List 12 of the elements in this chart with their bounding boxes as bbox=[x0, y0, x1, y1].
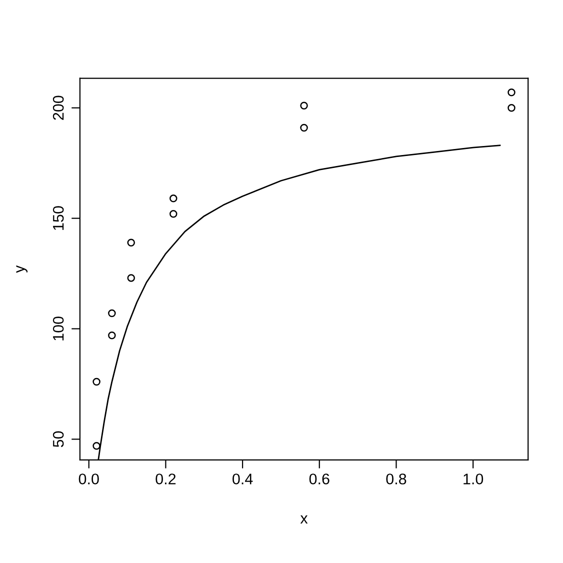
y-tick-label: 200 bbox=[52, 96, 64, 120]
y-axis-title: y bbox=[16, 265, 28, 273]
y-tick-label: 50 bbox=[52, 431, 64, 448]
x-tick-label: 0.2 bbox=[156, 474, 176, 484]
x-tick-label: 1.0 bbox=[464, 474, 484, 484]
y-tick-label: 100 bbox=[52, 316, 64, 340]
x-tick-label: 0.0 bbox=[78, 474, 99, 484]
x-tick-label: 0.4 bbox=[232, 474, 253, 484]
x-tick-label: 0.8 bbox=[386, 474, 406, 484]
x-axis-title: x bbox=[300, 515, 308, 524]
x-tick-label: 0.6 bbox=[309, 474, 330, 484]
y-tick-label: 150 bbox=[52, 206, 64, 230]
